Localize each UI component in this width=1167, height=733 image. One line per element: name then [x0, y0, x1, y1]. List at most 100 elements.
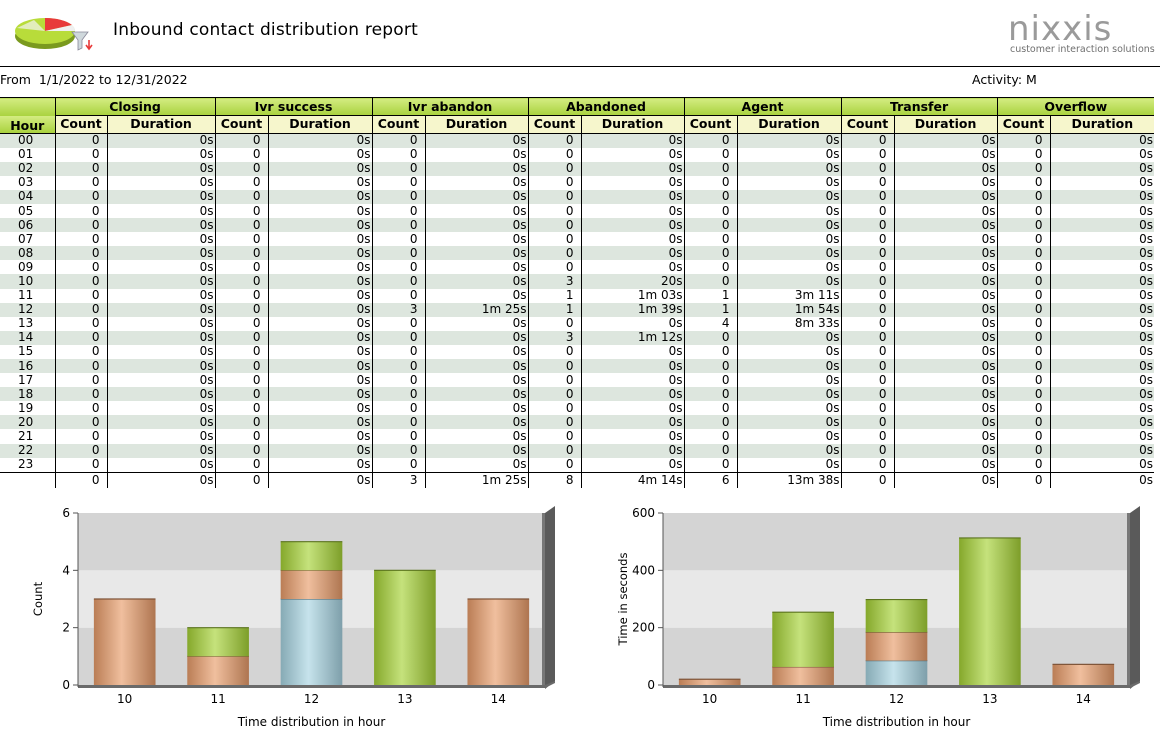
bar-segment	[187, 656, 249, 685]
count-cell: 0	[683, 161, 738, 176]
duration-header: Duration	[580, 115, 685, 134]
duration-cell: 0s	[580, 429, 685, 444]
count-cell: 0	[683, 260, 738, 275]
count-cell: 0	[840, 147, 895, 162]
hour-cell: 16	[0, 359, 55, 374]
count-cell: 0	[214, 175, 268, 190]
count-cell: 0	[840, 218, 895, 233]
duration-cell: 0s	[893, 274, 998, 289]
count-cell: 0	[996, 232, 1051, 247]
duration-cell: 0s	[736, 161, 842, 176]
duration-cell: 0s	[1049, 232, 1155, 247]
count-chart: 0 2 4 6 Count Time distribution in hour 10 11 12…	[31, 506, 555, 729]
count-cell: 0	[996, 288, 1051, 303]
count-cell: 0	[683, 330, 738, 345]
x-tick-label: 12	[889, 692, 904, 706]
count-cell: 0	[54, 288, 107, 303]
count-cell: 0	[683, 246, 738, 261]
count-cell: 0	[840, 401, 895, 416]
bar-segment	[280, 570, 343, 599]
duration-cell: 0s	[106, 218, 215, 233]
duration-cell: 0s	[267, 359, 372, 374]
duration-cell: 0s	[1049, 161, 1155, 176]
total-duration-cell: 13m 38s	[736, 471, 842, 488]
duration-cell: 0s	[1049, 302, 1155, 317]
duration-cell: 0s	[1049, 218, 1155, 233]
count-cell: 0	[371, 429, 425, 444]
duration-cell: 0s	[736, 457, 842, 473]
bar-segment	[374, 570, 436, 685]
count-cell: 0	[527, 415, 581, 430]
count-cell: 0	[54, 429, 107, 444]
duration-header: Duration	[267, 115, 372, 134]
duration-cell: 0s	[267, 189, 372, 204]
duration-cell: 0s	[106, 232, 215, 247]
duration-cell: 0s	[1049, 147, 1155, 162]
count-cell: 0	[527, 429, 581, 444]
duration-cell: 0s	[736, 175, 842, 190]
group-ivr-abandon: Ivr abandon	[371, 97, 528, 116]
duration-cell: 1m 12s	[580, 330, 685, 345]
duration-cell: 0s	[736, 359, 842, 374]
duration-cell: 0s	[424, 415, 528, 430]
hour-cell: 11	[0, 288, 55, 303]
count-cell: 0	[840, 175, 895, 190]
count-cell: 0	[527, 373, 581, 388]
count-cell: 0	[214, 387, 268, 402]
bar-segment	[467, 599, 530, 685]
duration-cell: 0s	[106, 316, 215, 331]
hour-cell: 20	[0, 415, 55, 430]
hour-cell: 06	[0, 218, 55, 233]
duration-cell: 0s	[1049, 274, 1155, 289]
count-cell: 0	[527, 175, 581, 190]
count-cell: 0	[214, 359, 268, 374]
table-row: 01 0 0s 0 0s 0 0s 0 0s 0 0s 0 0s 0 0s	[0, 147, 1155, 162]
count-cell: 0	[214, 274, 268, 289]
duration-cell: 0s	[1049, 133, 1155, 148]
duration-cell: 0s	[424, 443, 528, 458]
hour-cell: 07	[0, 232, 55, 247]
count-cell: 0	[371, 359, 425, 374]
duration-cell: 0s	[580, 133, 685, 148]
duration-cell: 0s	[267, 344, 372, 359]
group-closing: Closing	[54, 97, 215, 116]
hour-cell: 09	[0, 260, 55, 275]
y-tick-label: 0	[647, 678, 655, 692]
count-cell: 0	[54, 330, 107, 345]
count-cell: 0	[214, 373, 268, 388]
duration-cell: 0s	[1049, 359, 1155, 374]
activity-label: Activity: M	[972, 72, 1037, 87]
count-cell: 0	[214, 429, 268, 444]
count-cell: 0	[996, 133, 1051, 148]
count-cell: 0	[683, 429, 738, 444]
count-cell: 0	[371, 133, 425, 148]
table-row: 11 0 0s 0 0s 0 0s 1 1m 03s 1 3m 11s 0 0s 0 0s	[0, 288, 1155, 303]
duration-cell: 0s	[893, 401, 998, 416]
count-cell: 3	[527, 274, 581, 289]
duration-cell: 0s	[736, 274, 842, 289]
table-row: 17 0 0s 0 0s 0 0s 0 0s 0 0s 0 0s 0 0s	[0, 373, 1155, 388]
count-cell: 0	[996, 302, 1051, 317]
hour-cell: 13	[0, 316, 55, 331]
duration-cell: 0s	[893, 232, 998, 247]
duration-cell: 0s	[267, 161, 372, 176]
count-cell: 0	[996, 161, 1051, 176]
duration-cell: 0s	[267, 274, 372, 289]
count-cell: 0	[996, 415, 1051, 430]
duration-cell: 0s	[424, 457, 528, 473]
count-cell: 0	[371, 218, 425, 233]
duration-cell: 1m 39s	[580, 302, 685, 317]
count-cell: 0	[371, 415, 425, 430]
duration-cell: 0s	[580, 189, 685, 204]
count-cell: 0	[214, 316, 268, 331]
count-cell: 0	[527, 147, 581, 162]
duration-cell: 0s	[106, 443, 215, 458]
total-duration-cell: 0s	[267, 471, 372, 488]
duration-cell: 0s	[424, 401, 528, 416]
hour-cell: 04	[0, 189, 55, 204]
duration-cell: 0s	[267, 443, 372, 458]
hour-cell: 05	[0, 203, 55, 219]
duration-cell: 0s	[893, 302, 998, 317]
count-header: Count	[54, 115, 107, 134]
x-axis-label: Time distribution in hour	[822, 715, 971, 729]
